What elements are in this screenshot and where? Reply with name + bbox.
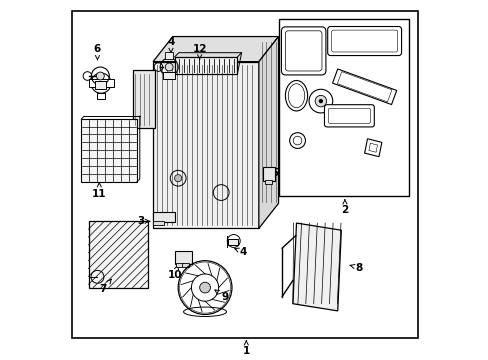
Bar xyxy=(278,19,408,196)
Bar xyxy=(263,167,274,181)
Text: 1: 1 xyxy=(242,341,249,356)
Bar xyxy=(94,81,106,89)
Polygon shape xyxy=(332,69,396,104)
Text: 11: 11 xyxy=(92,183,106,199)
FancyBboxPatch shape xyxy=(285,31,321,71)
Bar xyxy=(88,221,147,288)
Text: 4: 4 xyxy=(234,247,246,257)
Text: 4: 4 xyxy=(167,37,174,53)
Text: 5: 5 xyxy=(264,168,278,178)
Bar xyxy=(88,78,113,87)
Bar xyxy=(174,57,237,74)
Bar xyxy=(174,251,191,264)
Circle shape xyxy=(174,175,182,182)
Bar xyxy=(153,212,174,222)
FancyBboxPatch shape xyxy=(327,27,401,55)
Text: 3: 3 xyxy=(137,216,149,226)
Bar xyxy=(265,180,272,184)
FancyBboxPatch shape xyxy=(331,30,397,52)
Polygon shape xyxy=(292,223,341,311)
Bar xyxy=(163,72,175,79)
Bar xyxy=(153,62,258,228)
Bar xyxy=(97,93,105,99)
Text: 7: 7 xyxy=(99,279,111,294)
Circle shape xyxy=(314,95,326,107)
Bar xyxy=(176,263,183,267)
FancyBboxPatch shape xyxy=(324,105,373,127)
FancyBboxPatch shape xyxy=(328,108,369,123)
Bar xyxy=(164,52,173,59)
Bar xyxy=(182,263,188,267)
Ellipse shape xyxy=(285,81,307,111)
Ellipse shape xyxy=(287,84,304,108)
Text: 10: 10 xyxy=(167,265,182,280)
FancyBboxPatch shape xyxy=(281,27,325,75)
Text: 12: 12 xyxy=(192,44,206,60)
Polygon shape xyxy=(153,37,278,62)
Bar xyxy=(81,119,137,182)
Circle shape xyxy=(318,99,323,103)
Circle shape xyxy=(96,72,104,80)
Text: 6: 6 xyxy=(94,44,101,60)
Bar xyxy=(153,221,163,225)
Text: 9: 9 xyxy=(215,290,228,302)
Polygon shape xyxy=(364,139,381,157)
Bar xyxy=(228,239,238,245)
Polygon shape xyxy=(337,72,391,102)
Polygon shape xyxy=(368,143,377,152)
Text: 8: 8 xyxy=(349,263,362,273)
Circle shape xyxy=(199,282,210,293)
Polygon shape xyxy=(258,37,278,228)
Text: 2: 2 xyxy=(341,200,348,216)
Circle shape xyxy=(165,63,173,71)
Bar xyxy=(133,70,155,129)
